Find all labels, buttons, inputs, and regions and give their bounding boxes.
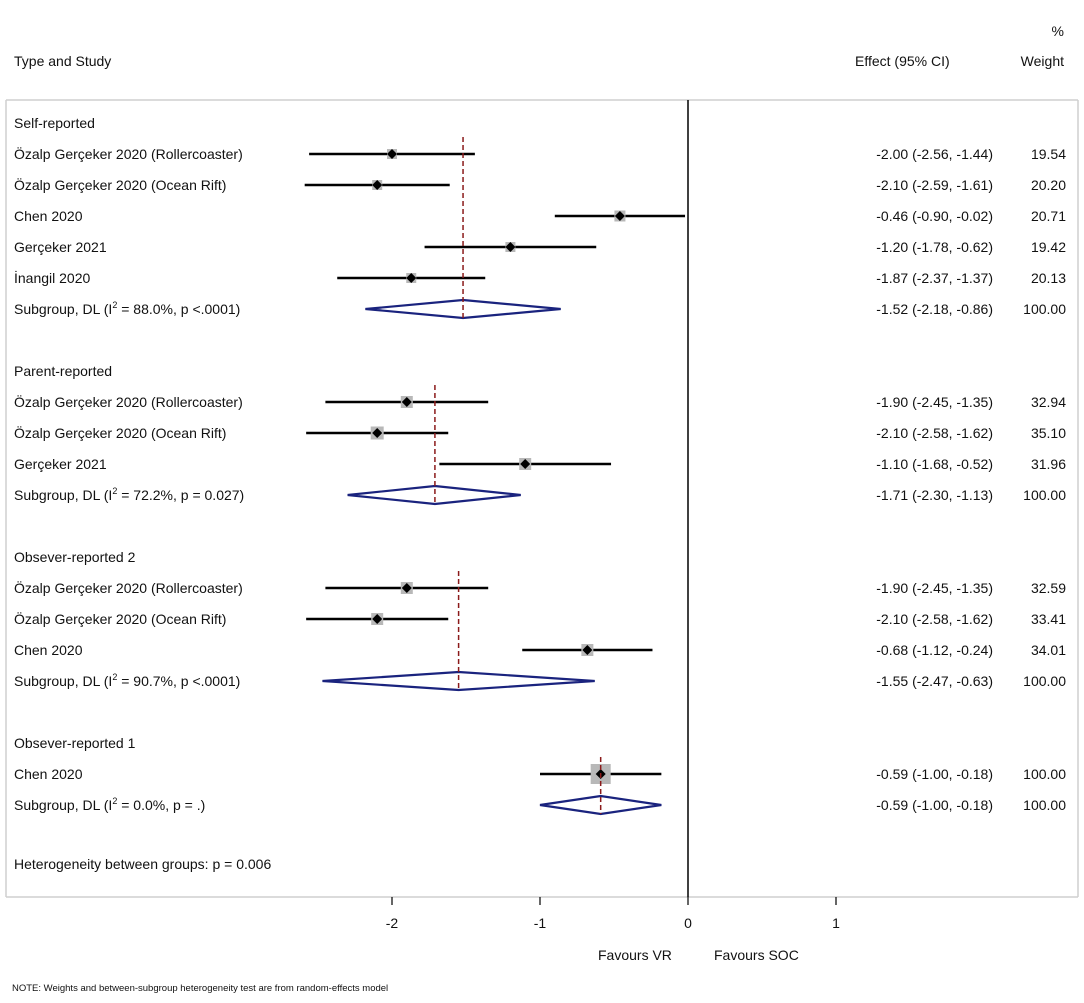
group-label: Parent-reported [14,363,112,379]
subgroup-label-post: = 90.7%, p <.0001) [117,673,240,689]
effect-ci-text: -0.59 (-1.00, -0.18) [876,766,993,782]
study-name: İnangil 2020 [14,269,91,286]
x-tick-label: -2 [386,915,399,931]
subgroup-weight-text: 100.00 [1023,301,1066,317]
x-tick-label: 1 [832,915,840,931]
weight-text: 32.59 [1031,580,1066,596]
point-estimate [582,645,593,655]
effect-ci-text: -1.87 (-2.37, -1.37) [876,270,993,286]
point-estimate [372,614,383,624]
subgroup-diamond [322,670,595,692]
point-estimate [401,397,412,407]
effect-ci-text: -2.00 (-2.56, -1.44) [876,146,993,162]
subgroup-effect-ci-text: -1.55 (-2.47, -0.63) [876,673,993,689]
subgroup-label-pre: Subgroup, DL (I [14,301,112,317]
weight-text: 19.54 [1031,146,1066,162]
forest-rows: Self-reported Özalp Gerçeker 2020 (Roller… [14,115,1066,816]
subgroup-label-pre: Subgroup, DL (I [14,673,112,689]
i-squared-superscript: 2 [112,672,117,682]
weight-text: 35.10 [1031,425,1066,441]
effect-ci-text: -1.90 (-2.45, -1.35) [876,394,993,410]
point-estimate [614,211,625,221]
group-label: Obsever-reported 2 [14,549,136,565]
effect-ci-text: -2.10 (-2.59, -1.61) [876,177,993,193]
footnote: NOTE: Weights and between-subgroup heter… [12,983,388,994]
point-estimate [520,459,531,469]
i-squared-superscript: 2 [112,486,117,496]
weight-text: 20.20 [1031,177,1066,193]
weight-text: 20.13 [1031,270,1066,286]
favours-right-label: Favours SOC [714,947,799,963]
i-squared-superscript: 2 [112,300,117,310]
i-squared-superscript: 2 [112,796,117,806]
group-label: Obsever-reported 1 [14,735,136,751]
study-name: Özalp Gerçeker 2020 (Rollercoaster) [14,145,243,162]
study-name: Chen 2020 [14,642,83,658]
subgroup-label-pre: Subgroup, DL (I [14,797,112,813]
effect-ci-text: -1.10 (-1.68, -0.52) [876,456,993,472]
study-name: Özalp Gerçeker 2020 (Rollercoaster) [14,393,243,410]
subgroup-label-post: = 72.2%, p = 0.027) [117,487,244,503]
header-effect: Effect (95% CI) [855,53,950,69]
heterogeneity-text: Heterogeneity between groups: p = 0.006 [14,856,271,872]
group-label: Self-reported [14,115,95,131]
subgroup-label: Subgroup, DL (I2 = 72.2%, p = 0.027) [14,486,244,503]
weight-text: 100.00 [1023,766,1066,782]
header-weight: Weight [1021,53,1064,69]
header-study: Type and Study [14,53,111,69]
effect-ci-text: -2.10 (-2.58, -1.62) [876,425,993,441]
weight-text: 32.94 [1031,394,1066,410]
point-estimate [406,273,417,283]
subgroup-label: Subgroup, DL (I2 = 88.0%, p <.0001) [14,300,240,317]
subgroup-label-post: = 0.0%, p = .) [117,797,205,813]
point-estimate [372,180,383,190]
effect-ci-text: -0.68 (-1.12, -0.24) [876,642,993,658]
study-name: Özalp Gerçeker 2020 (Rollercoaster) [14,579,243,596]
subgroup-weight-text: 100.00 [1023,797,1066,813]
point-estimate [401,583,412,593]
weight-text: 33.41 [1031,611,1066,627]
weight-text: 34.01 [1031,642,1066,658]
x-axis: -2 -1 0 1 [386,897,840,931]
effect-ci-text: -1.20 (-1.78, -0.62) [876,239,993,255]
subgroup-diamond [365,298,561,320]
weight-text: 19.42 [1031,239,1066,255]
point-estimate [505,242,516,252]
study-name: Chen 2020 [14,208,83,224]
point-estimate [372,428,383,438]
study-name: Özalp Gerçeker 2020 (Ocean Rift) [14,424,226,441]
weight-text: 20.71 [1031,208,1066,224]
subgroup-label: Subgroup, DL (I2 = 0.0%, p = .) [14,796,205,813]
favours-left-label: Favours VR [598,947,672,963]
x-tick-label: -1 [534,915,547,931]
subgroup-weight-text: 100.00 [1023,673,1066,689]
point-estimate [387,149,397,159]
x-tick-label: 0 [684,915,692,931]
study-name: Gerçeker 2021 [14,239,107,255]
effect-ci-text: -0.46 (-0.90, -0.02) [876,208,993,224]
subgroup-effect-ci-text: -0.59 (-1.00, -0.18) [876,797,993,813]
subgroup-weight-text: 100.00 [1023,487,1066,503]
study-name: Özalp Gerçeker 2020 (Ocean Rift) [14,610,226,627]
subgroup-diamond [347,484,521,506]
subgroup-label-pre: Subgroup, DL (I [14,487,112,503]
study-name: Özalp Gerçeker 2020 (Ocean Rift) [14,176,226,193]
subgroup-label-post: = 88.0%, p <.0001) [117,301,240,317]
effect-ci-text: -1.90 (-2.45, -1.35) [876,580,993,596]
effect-ci-text: -2.10 (-2.58, -1.62) [876,611,993,627]
subgroup-effect-ci-text: -1.71 (-2.30, -1.13) [876,487,993,503]
subgroup-diamond [539,794,662,816]
study-name: Chen 2020 [14,766,83,782]
subgroup-effect-ci-text: -1.52 (-2.18, -0.86) [876,301,993,317]
study-name: Gerçeker 2021 [14,456,107,472]
header-weight-pct: % [1052,23,1064,39]
weight-text: 31.96 [1031,456,1066,472]
subgroup-label: Subgroup, DL (I2 = 90.7%, p <.0001) [14,672,240,689]
